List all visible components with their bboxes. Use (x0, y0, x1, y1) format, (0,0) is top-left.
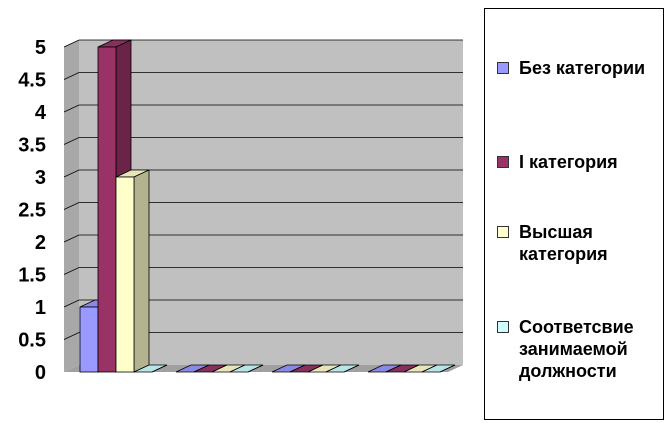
y-tick-label: 1.5 (18, 265, 46, 287)
y-tick-label: 2 (35, 232, 46, 254)
bar-chart: 0 0.5 1 1.5 2 2.5 3 3.5 4 4.5 5 (18, 37, 463, 384)
y-tick-label: 0 (35, 362, 46, 384)
y-tick-label: 2.5 (18, 200, 46, 222)
gridline (63, 332, 463, 340)
y-tick-label: 5 (35, 37, 46, 59)
gridlines (63, 39, 463, 340)
y-axis-ticks: 0 0.5 1 1.5 2 2.5 3 3.5 4 4.5 5 (18, 37, 47, 384)
gridline (63, 104, 463, 113)
gridline (63, 234, 463, 243)
bar (133, 364, 168, 373)
y-tick-label: 4.5 (18, 70, 46, 92)
gridline (63, 137, 463, 145)
legend-swatch-first-category (497, 156, 509, 168)
y-tick-label: 1 (35, 297, 46, 319)
legend-label-highest-category: Высшая категория (519, 222, 608, 264)
legend-label-first-category: I категория (519, 152, 618, 172)
legend-swatch-highest-category (497, 226, 509, 238)
gridline (63, 267, 463, 275)
gridline (63, 299, 463, 308)
legend-label-no-category: Без категории (519, 58, 646, 78)
gridline (63, 39, 463, 48)
bar (421, 364, 456, 373)
gridline (63, 72, 463, 80)
y-tick-label: 3 (35, 167, 46, 189)
legend: Без категории I категория Высшая категор… (484, 8, 664, 420)
legend-label-position-compliance: Соответсвие занимаемой должности (519, 317, 634, 381)
y-tick-label: 0.5 (18, 330, 46, 352)
gridline (63, 169, 463, 178)
y-tick-label: 4 (35, 102, 47, 124)
bars (79, 39, 456, 373)
legend-swatch-position-compliance (497, 321, 509, 333)
bar (325, 364, 360, 373)
bar (229, 364, 264, 373)
gridline (63, 202, 463, 210)
y-tick-label: 3.5 (18, 135, 46, 157)
legend-swatch-no-category (497, 62, 509, 74)
bar (115, 169, 150, 373)
